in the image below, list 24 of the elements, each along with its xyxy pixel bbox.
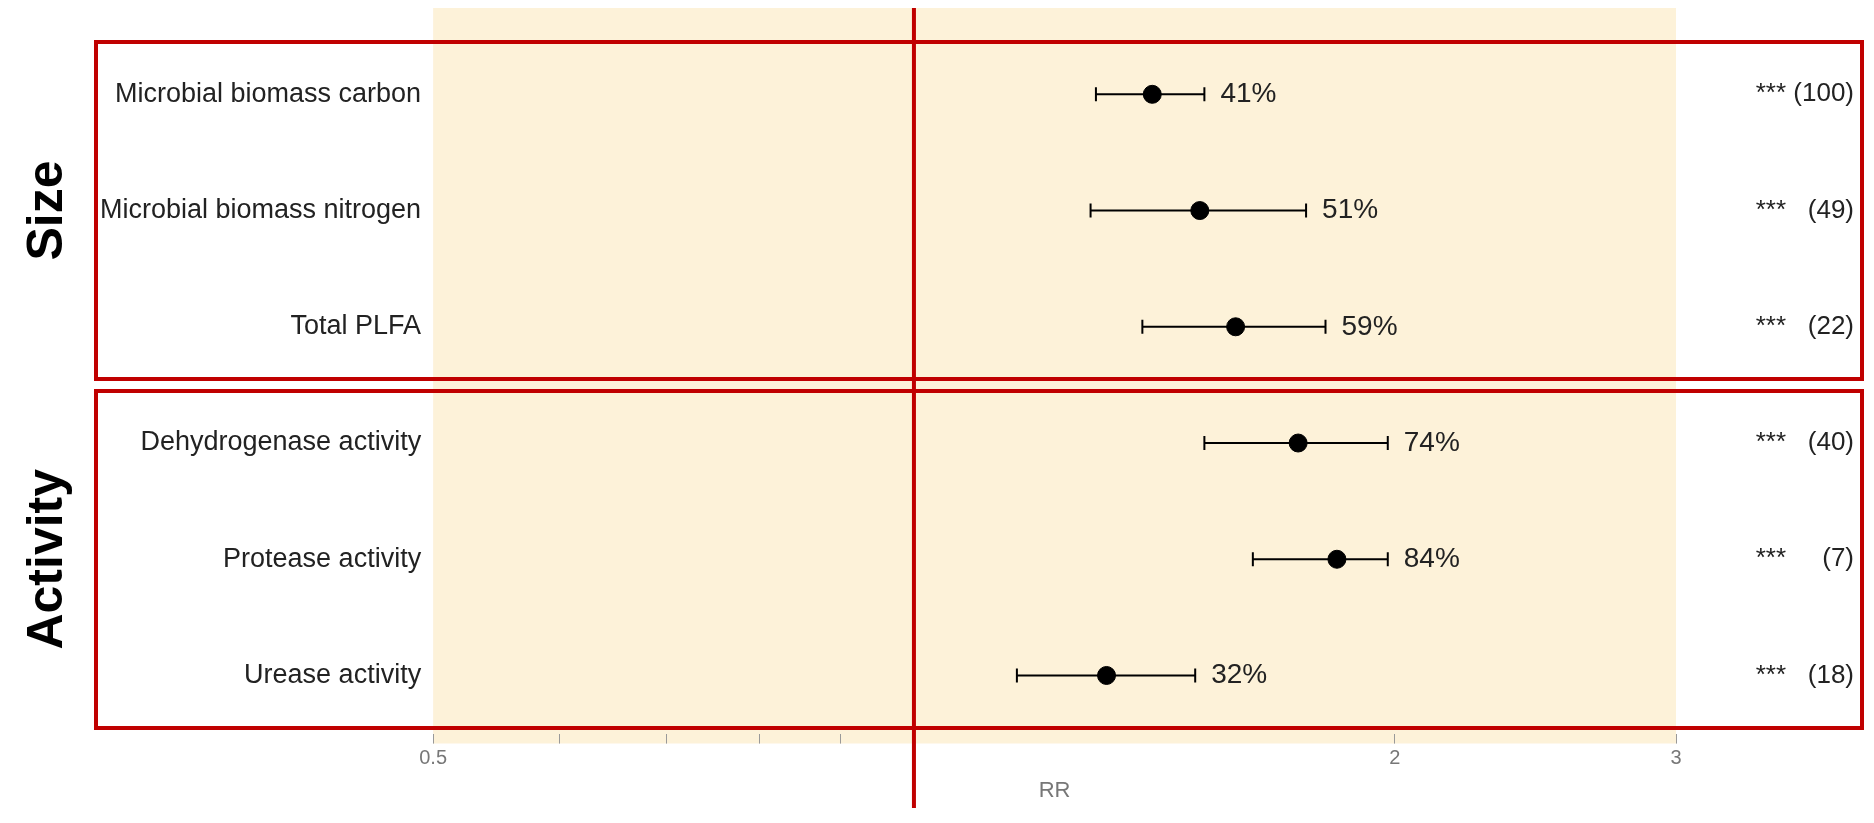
annotation: 74% — [1403, 425, 1460, 457]
annotation: 32% — [1211, 658, 1268, 690]
annotation: 41% — [1220, 77, 1277, 109]
y-tick-label: Protease activity — [223, 542, 422, 573]
x-tick-label: 3 — [1670, 746, 1682, 769]
text: Activity — [16, 468, 73, 650]
text: *** (7) — [1755, 542, 1854, 573]
annotation: 59% — [1341, 309, 1398, 341]
x-tick-label: 2 — [1389, 746, 1401, 769]
x-axis-title: RR — [1038, 776, 1071, 802]
text: *** (18) — [1755, 658, 1854, 689]
annotation: 84% — [1403, 541, 1460, 573]
y-tick-label: Dehydrogenase activity — [140, 426, 422, 457]
text: *** (100) — [1755, 77, 1854, 108]
y-tick-label: Urease activity — [244, 658, 422, 689]
y-tick-label: Microbial biomass carbon — [115, 77, 422, 108]
x-tick-label: 0.5 — [419, 746, 448, 769]
text: *** (22) — [1755, 309, 1854, 340]
text: *** (49) — [1755, 193, 1854, 224]
annotation: 51% — [1322, 193, 1379, 225]
y-tick-label: Microbial biomass nitrogen — [100, 194, 422, 224]
y-tick-label: Total PLFA — [290, 310, 422, 341]
text: *** (40) — [1755, 426, 1854, 457]
text: Size — [16, 160, 73, 261]
